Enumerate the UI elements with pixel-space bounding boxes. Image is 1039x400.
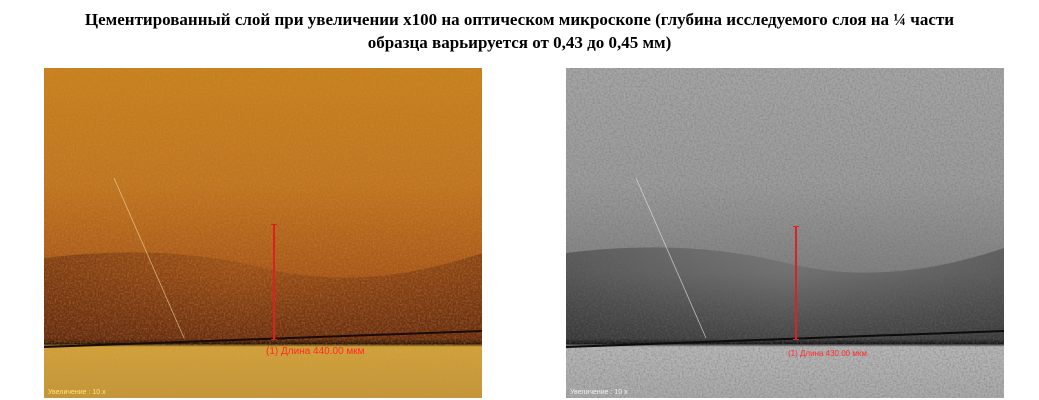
measurement-label: (1) Длина 440.00 мкм <box>266 346 365 357</box>
depth-marker-tick-bottom <box>271 339 277 340</box>
micrograph-grayscale: (1) Длина 430.00 мкм Увеличение : 10 x <box>566 68 1004 398</box>
micrograph-grayscale-image <box>566 68 1004 398</box>
depth-marker-line <box>795 226 797 340</box>
magnification-label: Увеличение : 10 x <box>570 389 628 396</box>
depth-marker-tick-top <box>793 226 799 227</box>
micrograph-color-image <box>44 68 482 398</box>
depth-marker-tick-bottom <box>793 339 799 340</box>
magnification-label: Увеличение : 10 x <box>48 389 106 396</box>
micrograph-color: (1) Длина 440.00 мкм Увеличение : 10 x <box>44 68 482 398</box>
figure-caption: Цементированный слой при увеличении х100… <box>0 8 1039 54</box>
caption-line-2: образца варьируется от 0,43 до 0,45 мм) <box>367 33 672 52</box>
depth-marker-line <box>273 224 275 340</box>
caption-line-1: Цементированный слой при увеличении х100… <box>84 10 955 29</box>
depth-marker-tick-top <box>271 224 277 225</box>
measurement-label: (1) Длина 430.00 мкм <box>788 349 867 358</box>
